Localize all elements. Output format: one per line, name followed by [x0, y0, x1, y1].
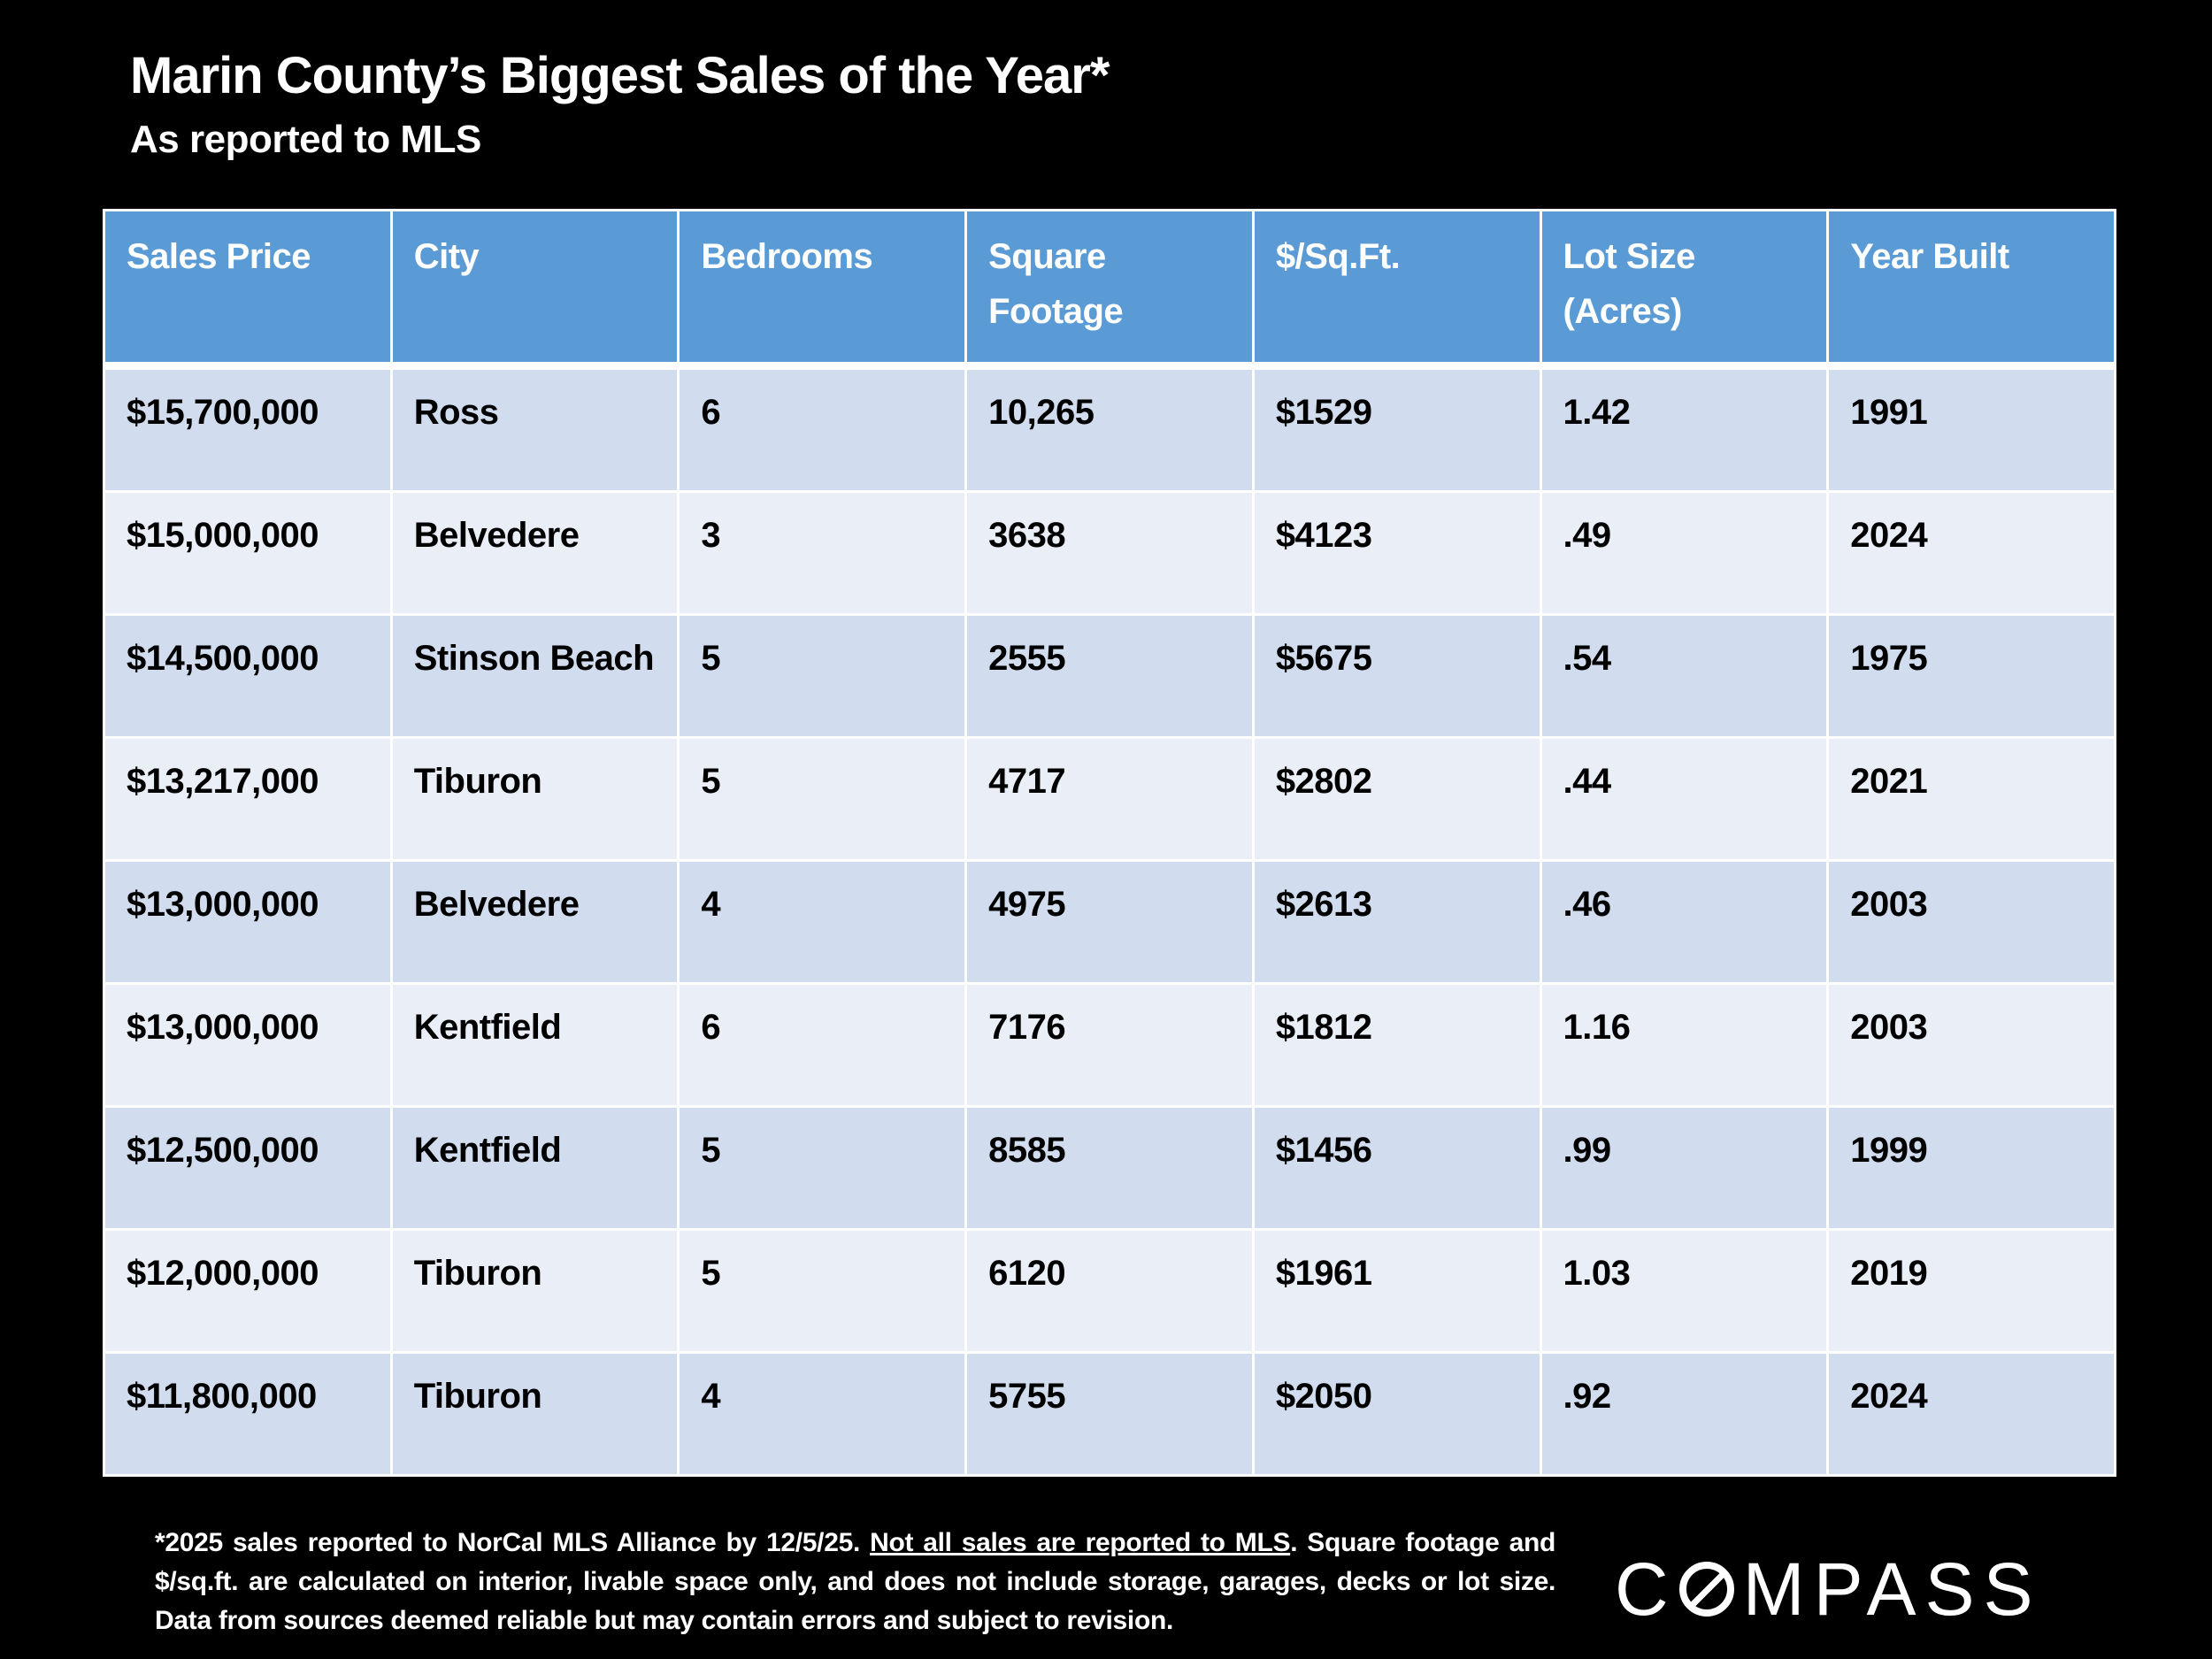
cell-bedrooms: 4 — [677, 1351, 968, 1477]
table-row: $13,000,000 Belvedere 4 4975 $2613.46 2003 — [103, 859, 2116, 985]
table-row: $12,500,000 Kentfield 5 8585 $1456.99 1999 — [103, 1105, 2116, 1231]
cell-city: Tiburon — [389, 1351, 680, 1477]
footnote-underlined-text: Not all sales are reported to MLS — [870, 1528, 1291, 1557]
cell-lot-size: 1.42 — [1539, 365, 1830, 493]
cell-price-per-sqft: $5675 — [1251, 613, 1542, 739]
cell-bedrooms: 5 — [677, 613, 968, 739]
cell-bedrooms: 5 — [677, 1105, 968, 1231]
cell-lot-size: 1.03 — [1539, 1228, 1830, 1354]
cell-lot-size: .54 — [1539, 613, 1830, 739]
compass-logo: C MPASS — [1615, 1548, 2042, 1631]
cell-sales-price: $12,000,000 — [103, 1228, 393, 1354]
cell-price-per-sqft: $2802 — [1251, 736, 1542, 862]
cell-price-per-sqft: $1812 — [1251, 982, 1542, 1108]
cell-city: Tiburon — [389, 736, 680, 862]
cell-sales-price: $14,500,000 — [103, 613, 393, 739]
table-row: $15,000,000 Belvedere 3 3638 $4123.49 2024 — [103, 490, 2116, 616]
column-header-year-built: Year Built — [1826, 209, 2116, 370]
cell-sales-price: $13,217,000 — [103, 736, 393, 862]
table-row: $11,800,000 Tiburon 4 5755 $2050.92 2024 — [103, 1351, 2116, 1477]
cell-year-built: 2024 — [1826, 1351, 2116, 1477]
cell-year-built: 2003 — [1826, 982, 2116, 1108]
cell-square-footage: 4975 — [964, 859, 1255, 985]
cell-bedrooms: 3 — [677, 490, 968, 616]
compass-o-icon — [1678, 1562, 1734, 1617]
sales-table: Sales Price City Bedrooms Square Footage… — [103, 209, 2116, 1477]
cell-year-built: 2003 — [1826, 859, 2116, 985]
cell-square-footage: 10,265 — [964, 365, 1255, 493]
cell-city: Belvedere — [389, 859, 680, 985]
cell-square-footage: 8585 — [964, 1105, 1255, 1231]
cell-lot-size: .44 — [1539, 736, 1830, 862]
cell-year-built: 1975 — [1826, 613, 2116, 739]
cell-sales-price: $13,000,000 — [103, 859, 393, 985]
cell-square-footage: 2555 — [964, 613, 1255, 739]
cell-square-footage: 5755 — [964, 1351, 1255, 1477]
cell-square-footage: 6120 — [964, 1228, 1255, 1354]
footnote: *2025 sales reported to NorCal MLS Allia… — [155, 1524, 1555, 1640]
cell-bedrooms: 5 — [677, 736, 968, 862]
footnote-text-continued: . Square footage and $/sq.ft. are calcul… — [155, 1528, 1555, 1635]
cell-price-per-sqft: $1961 — [1251, 1228, 1542, 1354]
table-header-row: Sales Price City Bedrooms Square Footage… — [103, 209, 2116, 370]
column-header-city: City — [389, 209, 680, 370]
cell-sales-price: $13,000,000 — [103, 982, 393, 1108]
cell-sales-price: $12,500,000 — [103, 1105, 393, 1231]
column-header-lot-size: Lot Size (Acres) — [1539, 209, 1830, 370]
table-row: $13,217,000 Tiburon 5 4717 $2802.44 2021 — [103, 736, 2116, 862]
cell-price-per-sqft: $2050 — [1251, 1351, 1542, 1477]
cell-city: Kentfield — [389, 1105, 680, 1231]
cell-city: Tiburon — [389, 1228, 680, 1354]
cell-year-built: 2024 — [1826, 490, 2116, 616]
cell-lot-size: .49 — [1539, 490, 1830, 616]
table-row: $13,000,000 Kentfield 6 7176 $1812 1.16 2003 — [103, 982, 2116, 1108]
cell-sales-price: $15,000,000 — [103, 490, 393, 616]
cell-sales-price: $11,800,000 — [103, 1351, 393, 1477]
cell-bedrooms: 4 — [677, 859, 968, 985]
cell-lot-size: .46 — [1539, 859, 1830, 985]
cell-year-built: 2021 — [1826, 736, 2116, 862]
cell-city: Ross — [389, 365, 680, 493]
table-row: $12,000,000 Tiburon 5 6120 $1961 1.03 2019 — [103, 1228, 2116, 1354]
logo-text-end: MPASS — [1742, 1547, 2042, 1631]
cell-price-per-sqft: $1529 — [1251, 365, 1542, 493]
cell-price-per-sqft: $1456 — [1251, 1105, 1542, 1231]
cell-price-per-sqft: $2613 — [1251, 859, 1542, 985]
cell-city: Kentfield — [389, 982, 680, 1108]
cell-lot-size: .99 — [1539, 1105, 1830, 1231]
cell-year-built: 1991 — [1826, 365, 2116, 493]
cell-city: Stinson Beach — [389, 613, 680, 739]
cell-sales-price: $15,700,000 — [103, 365, 393, 493]
column-header-sales-price: Sales Price — [103, 209, 393, 370]
cell-city: Belvedere — [389, 490, 680, 616]
cell-square-footage: 4717 — [964, 736, 1255, 862]
cell-price-per-sqft: $4123 — [1251, 490, 1542, 616]
table-row: $15,700,000 Ross 6 10,265 $1529 1.42 1991 — [103, 365, 2116, 493]
column-header-price-per-sqft: $/Sq.Ft. — [1251, 209, 1542, 370]
cell-year-built: 2019 — [1826, 1228, 2116, 1354]
cell-bedrooms: 5 — [677, 1228, 968, 1354]
cell-year-built: 1999 — [1826, 1105, 2116, 1231]
cell-bedrooms: 6 — [677, 982, 968, 1108]
cell-lot-size: 1.16 — [1539, 982, 1830, 1108]
page-title: Marin County’s Biggest Sales of the Year… — [130, 47, 1110, 104]
page-subtitle: As reported to MLS — [130, 118, 481, 161]
cell-bedrooms: 6 — [677, 365, 968, 493]
table-row: $14,500,000 Stinson Beach 5 2555 $5675.54 197… — [103, 613, 2116, 739]
column-header-square-footage: Square Footage — [964, 209, 1255, 370]
cell-square-footage: 3638 — [964, 490, 1255, 616]
logo-text-start: C — [1615, 1547, 1678, 1631]
column-header-bedrooms: Bedrooms — [677, 209, 968, 370]
cell-square-footage: 7176 — [964, 982, 1255, 1108]
footnote-text: *2025 sales reported to NorCal MLS Allia… — [155, 1528, 871, 1557]
cell-lot-size: .92 — [1539, 1351, 1830, 1477]
